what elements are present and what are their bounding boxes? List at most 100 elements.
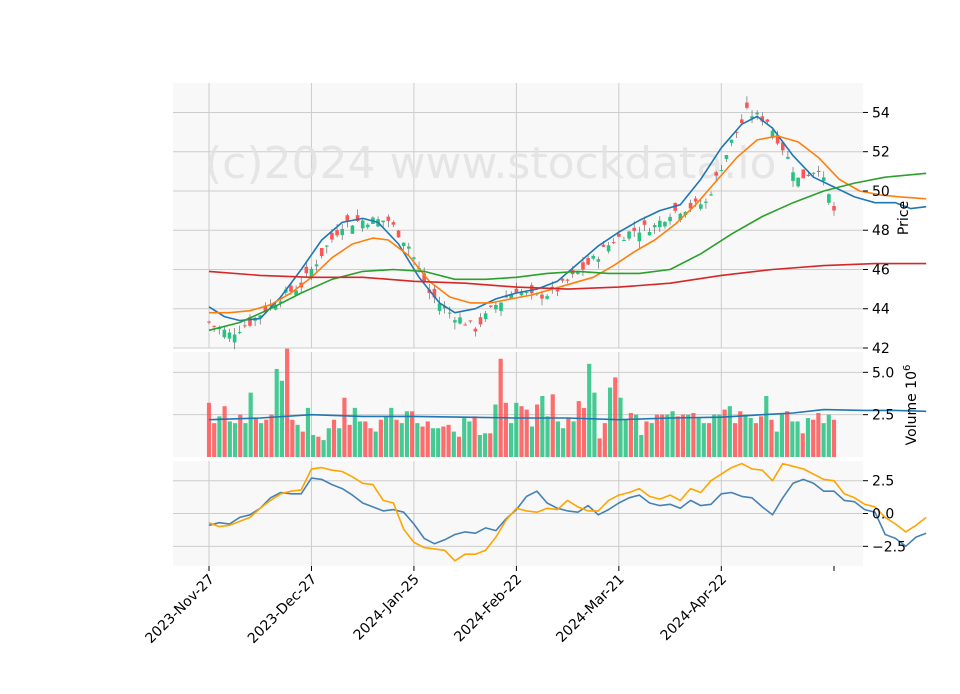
candle-body [796,177,800,187]
candle-body [739,119,744,123]
volume-bar [597,438,602,457]
volume-bar [665,414,670,457]
volume-bar [363,421,368,457]
candle-body [396,230,401,238]
candle-body [678,213,683,221]
volume-bar [347,424,352,457]
volume-bar [295,424,300,457]
candle-body [529,285,534,294]
volume-bar [477,434,482,457]
volume-bar [373,431,378,457]
x-tick-label: 2024-Feb-22 [451,572,525,646]
candle-body [647,231,652,236]
volume-bar [540,396,545,457]
candle-body [294,290,298,296]
volume-bar [738,411,743,457]
candle-body [499,302,503,311]
y-tick-label: −2.5 [872,539,906,555]
candle-body [304,266,309,274]
x-tick-label: 2024-Jan-25 [351,572,423,644]
candle-body [540,294,544,299]
candle-body [663,221,667,227]
volume-bar [774,431,779,457]
candle-body [381,220,385,223]
volume-bar [618,397,623,457]
candle-body [652,225,657,228]
candle-body [458,317,462,324]
volume-bar [410,411,415,457]
volume-bar [488,433,493,457]
y-tick-label: 52 [872,145,890,161]
volume-bar [451,431,456,457]
candle-body [360,220,365,229]
chart-marks [206,96,927,562]
candle-body [314,264,319,267]
candle-body [642,220,647,225]
candle-body [478,317,483,325]
candle-body [760,116,765,122]
candle-body [519,291,524,296]
y-tick-label: 54 [872,105,890,121]
candle-body [719,170,724,172]
x-tick-label: 2023-Nov-27 [143,572,218,647]
volume-bar [816,412,821,457]
candle-body [345,215,350,222]
candle-body [586,258,590,265]
volume-bar [415,423,420,457]
candle-body [207,321,211,323]
volume-bar [581,407,587,457]
candle-body [688,202,693,209]
volume-bar [566,418,571,457]
volume-bar [764,396,769,457]
volume-bar [613,377,618,457]
volume-bar [357,421,363,457]
volume-bar [691,412,696,457]
candle-body [473,328,478,332]
candle-body [350,225,355,234]
volume-bar [790,421,795,457]
x-tick-label: 2024-Mar-21 [553,572,627,646]
candle-body [801,169,806,179]
volume-bar [285,348,290,457]
candle-body [447,312,452,314]
volume-bar [587,363,592,457]
volume-bar [238,414,243,457]
volume-bar [378,419,383,457]
y-tick-label: 2.5 [872,408,894,424]
candle-body [222,329,227,338]
volume-bar [826,414,831,457]
candle-body [488,305,493,307]
candle-body [340,229,344,236]
volume-bar [290,419,295,457]
candle-body [791,172,795,181]
volume-bar [555,421,561,457]
volume-bar [675,416,680,457]
volume-bar [805,418,811,457]
volume-bar [706,423,712,457]
volume-bar [248,392,253,457]
volume-bar [696,418,701,457]
volume-bar [337,428,342,457]
candle-body [468,320,473,322]
candle-body [401,242,406,247]
candle-body [560,278,565,281]
volume-bar [279,380,284,457]
volume-bar [430,428,436,457]
volume-bar [607,387,613,457]
volume-bar [206,402,212,457]
candle-body [611,242,616,244]
volume-bar [264,419,269,457]
candle-body [775,135,780,144]
candle-body [309,268,314,278]
volume-bar [779,412,784,457]
x-tick-label: 2023-Dec-27 [245,572,320,647]
candle-body [494,304,498,310]
volume-bar [420,426,425,457]
volume-bar [321,440,326,457]
candle-body [693,198,698,202]
candle-body [524,292,529,294]
candle-body [514,288,519,293]
volume-bar [503,402,508,457]
